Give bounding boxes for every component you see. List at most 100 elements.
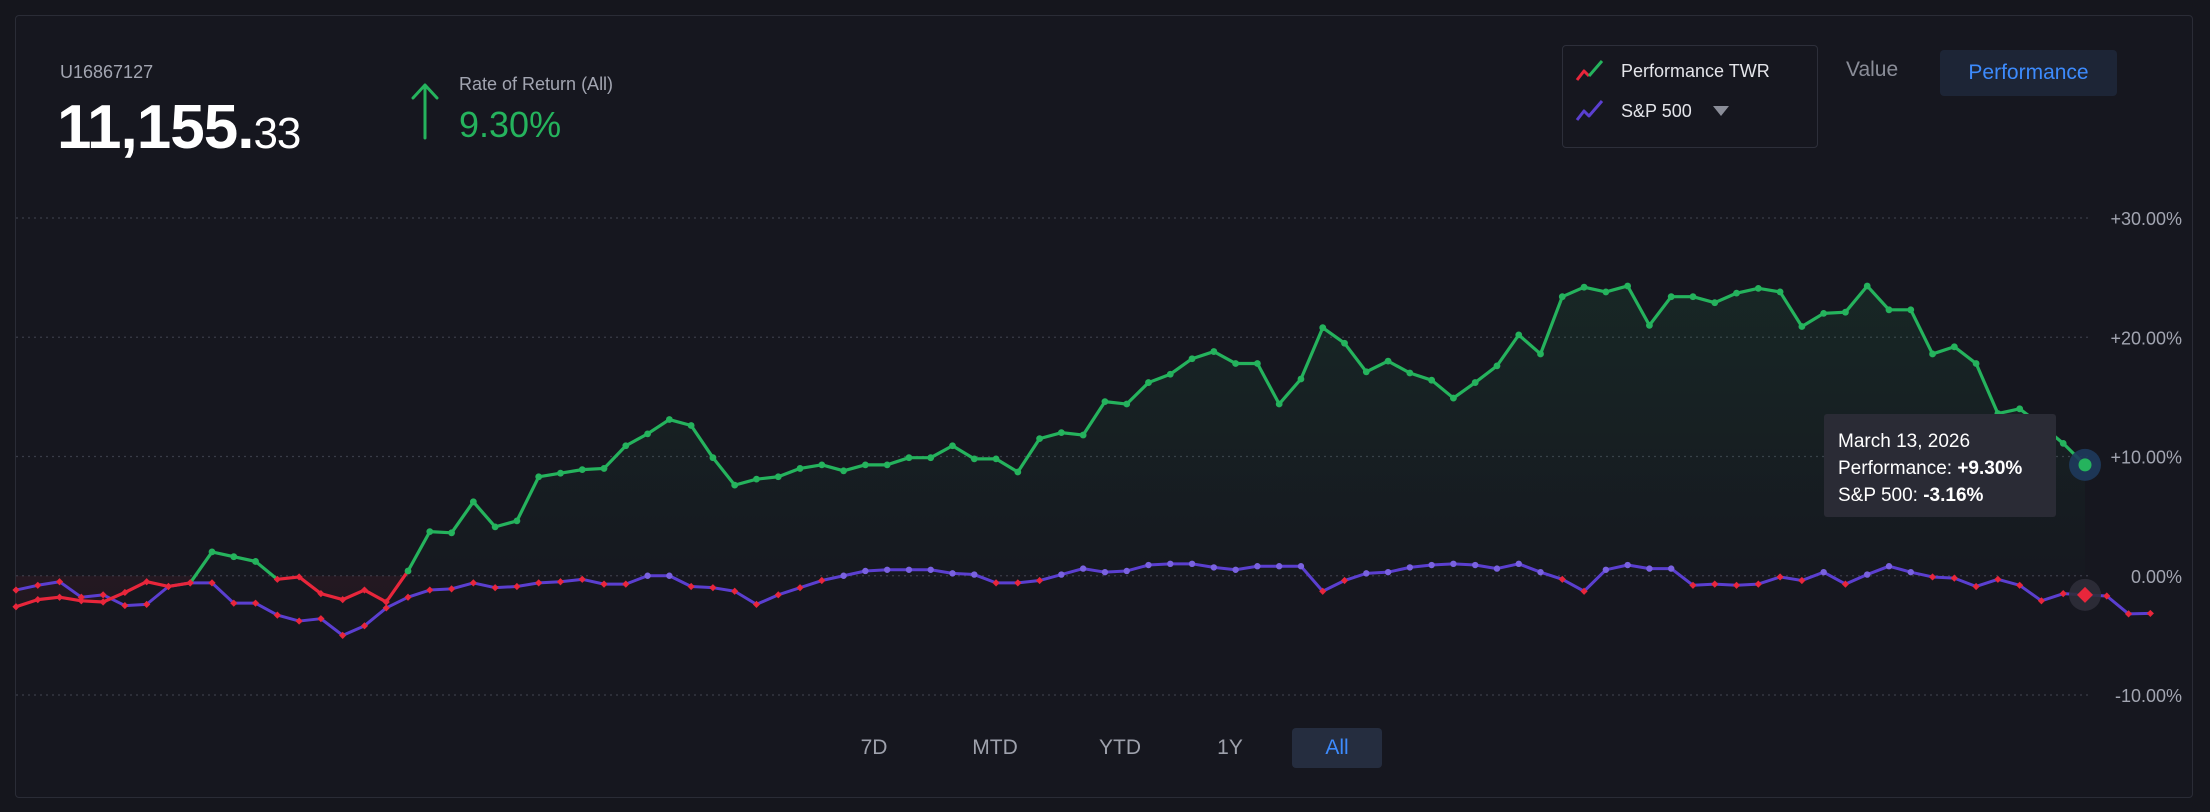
performance-point xyxy=(1863,282,1871,290)
performance-point xyxy=(99,598,107,606)
sp500-point xyxy=(121,601,129,610)
performance-point xyxy=(2059,439,2067,447)
legend-item-performance[interactable]: Performance TWR xyxy=(1575,58,1770,84)
performance-point xyxy=(970,455,978,463)
performance-point xyxy=(1123,400,1131,408)
performance-point xyxy=(208,548,216,556)
tooltip-date: March 13, 2026 xyxy=(1838,431,1971,452)
y-tick-label: 0.00% xyxy=(2131,567,2182,587)
value-toggle-button[interactable]: Value xyxy=(1846,58,1899,81)
tooltip-sp500-label: S&P 500: xyxy=(1838,485,1918,506)
sp500-point xyxy=(1188,560,1196,568)
sp500-point xyxy=(2124,610,2133,618)
performance-point xyxy=(927,454,935,462)
sp500-point xyxy=(992,579,1000,587)
tooltip-performance: Performance: +9.30% xyxy=(1838,455,2042,482)
performance-point xyxy=(1646,321,1653,329)
performance-segment xyxy=(1604,284,1630,294)
performance-point xyxy=(905,454,913,462)
performance-point xyxy=(796,465,804,472)
performance-highlight-point xyxy=(2078,458,2092,472)
performance-point xyxy=(34,596,42,604)
performance-segment xyxy=(1408,371,1434,382)
rate-of-return-value: 9.30% xyxy=(459,104,562,145)
sp500-point xyxy=(404,593,412,601)
performance-point xyxy=(1733,289,1740,297)
sp500-point xyxy=(1363,570,1370,577)
performance-segment xyxy=(471,500,497,529)
performance-segment xyxy=(624,432,650,448)
range-button-1y[interactable]: 1Y xyxy=(1217,736,1243,759)
performance-segment xyxy=(14,597,40,609)
performance-segment xyxy=(123,580,149,595)
performance-segment xyxy=(57,595,83,603)
sp500-point xyxy=(2016,581,2024,589)
sp500-point xyxy=(251,599,260,607)
legend-item-sp500[interactable]: S&P 500 xyxy=(1575,98,1746,124)
sp500-point xyxy=(382,604,390,612)
performance-point xyxy=(164,582,173,591)
sp500-point xyxy=(447,585,456,593)
performance-segment xyxy=(1038,431,1063,441)
sp500-point xyxy=(883,566,891,573)
performance-segment xyxy=(1713,291,1739,305)
sp500-highlight-point xyxy=(2077,586,2093,603)
sp500-point xyxy=(1928,573,1937,581)
performance-point xyxy=(360,586,369,594)
chevron-down-icon[interactable] xyxy=(1712,105,1730,117)
sp500-point xyxy=(469,579,477,587)
sp500-point xyxy=(1864,571,1871,578)
performance-point xyxy=(1079,431,1087,439)
sp500-point xyxy=(1297,563,1305,570)
sp500-point xyxy=(752,600,761,608)
sp500-point xyxy=(55,578,64,586)
performance-point xyxy=(426,528,434,536)
account-id: U16867127 xyxy=(60,62,154,82)
performance-point xyxy=(1820,310,1828,317)
account-value-main: 11,155. xyxy=(57,93,254,162)
performance-segment xyxy=(1255,361,1281,406)
performance-point xyxy=(1776,288,1784,296)
performance-point xyxy=(1602,288,1610,296)
sp500-point xyxy=(1950,574,1958,582)
sp500-point xyxy=(578,575,586,583)
sp500-point xyxy=(2059,590,2067,598)
sp500-point xyxy=(2037,597,2046,605)
performance-segment xyxy=(1299,326,1325,381)
sp500-point xyxy=(1646,565,1653,572)
performance-point xyxy=(1471,379,1479,386)
performance-segment xyxy=(689,423,715,460)
performance-segment xyxy=(1756,286,1782,294)
range-button-7d[interactable]: 7D xyxy=(860,736,888,759)
performance-point xyxy=(1384,357,1392,365)
sp500-point xyxy=(1232,566,1239,573)
performance-segment xyxy=(1103,400,1129,406)
performance-point xyxy=(731,481,739,489)
tooltip-sp500-value: -3.16% xyxy=(1923,485,1984,506)
performance-segment xyxy=(711,456,737,487)
sp500-point xyxy=(949,570,956,577)
performance-point xyxy=(295,573,303,581)
range-button-mtd[interactable]: MTD xyxy=(972,736,1018,759)
range-button-all[interactable]: All xyxy=(1292,728,1382,768)
performance-toggle-button[interactable]: Performance xyxy=(1940,50,2117,96)
performance-segment xyxy=(428,530,454,535)
sp500-point xyxy=(1340,576,1349,585)
performance-point xyxy=(77,597,85,605)
sp500-point xyxy=(1406,564,1414,571)
performance-point xyxy=(992,455,1000,463)
sp500-point xyxy=(1450,560,1457,568)
performance-segment xyxy=(667,417,693,428)
performance-point xyxy=(949,442,956,450)
range-button-ytd[interactable]: YTD xyxy=(1099,736,1141,759)
chart-tooltip: March 13, 2026 Performance: +9.30% S&P 5… xyxy=(1824,414,2056,517)
sp500-point xyxy=(1972,582,1980,591)
performance-segment xyxy=(1974,361,2000,416)
performance-segment xyxy=(950,444,976,461)
performance-point xyxy=(186,579,194,587)
performance-segment xyxy=(319,592,345,602)
performance-segment xyxy=(210,550,236,559)
performance-segment xyxy=(1843,284,1869,314)
sp500-point xyxy=(1558,575,1566,583)
performance-point xyxy=(753,475,760,483)
